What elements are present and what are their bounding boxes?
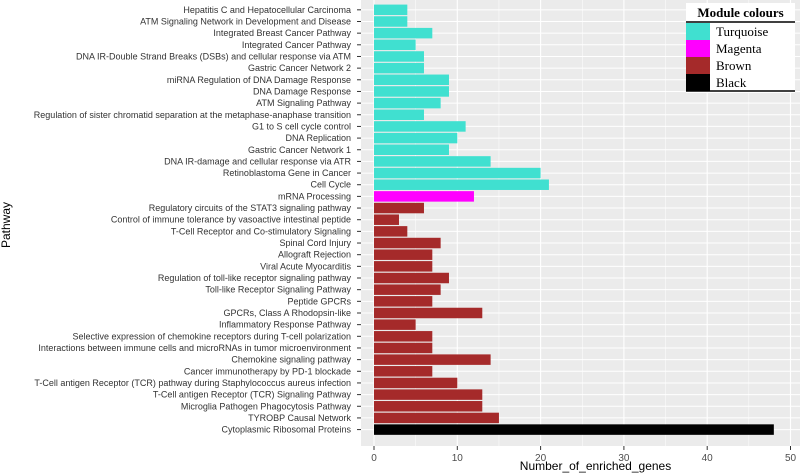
category-label: T-Cell antigen Receptor (TCR) pathway du… [34,378,351,388]
bar [374,319,416,330]
legend-key [686,40,710,57]
legend-label: Magenta [716,41,762,56]
bar [374,249,433,260]
category-label: DNA IR-damage and cellular response via … [164,156,351,166]
bar [374,39,416,51]
bar [374,296,433,307]
legend-items: Turquoise Magenta Brown Black [686,21,795,92]
category-label: Inflammatory Response Pathway [219,320,352,330]
category-label: Cell Cycle [310,180,351,190]
bar [374,342,433,354]
x-tick-label: 50 [785,453,797,464]
bar [374,412,499,424]
category-label: Gastric Cancer Network 1 [248,145,351,155]
x-tick-label: 0 [371,453,377,464]
category-label: DNA Damage Response [253,86,351,96]
category-label: Spinal Cord Injury [279,238,351,248]
bar [374,354,491,365]
bar [374,226,408,237]
category-label: T-Cell Receptor and Co-stimulatory Signa… [171,226,351,236]
bar [374,191,474,202]
category-label: miRNA Regulation of DNA Damage Response [167,75,351,85]
bar [374,4,408,16]
bar [374,401,483,412]
bar [374,237,441,249]
category-label: GPCRs, Class A Rhodopsin-like [223,308,351,318]
category-label: Control of immune tolerance by vasoactiv… [111,215,351,225]
bar [374,272,449,284]
x-axis-ticks: 0 10 20 30 40 50 [371,446,796,464]
category-label: G1 to S cell cycle control [252,121,351,131]
bar [374,109,424,121]
bar [374,16,408,27]
bar [374,331,433,342]
x-tick-label: 40 [702,453,714,464]
bar [374,261,433,272]
category-label: Regulatory circuits of the STAT3 signali… [149,203,352,213]
bar [374,424,774,435]
legend-key [686,74,710,91]
legend-key [686,23,710,40]
bar [374,377,458,389]
bar [374,167,541,179]
y-axis-title: Pathway [0,202,13,248]
bar [374,284,441,295]
bar [374,389,483,400]
category-label: Regulation of sister chromatid separatio… [34,110,351,120]
category-labels: Hepatitis C and Hepatocellular Carcinoma… [34,5,361,435]
bar [374,86,449,97]
category-label: DNA IR-Double Strand Breaks (DSBs) and c… [76,51,351,61]
category-label: Viral Acute Myocarditis [260,261,351,271]
bar [374,144,449,155]
category-label: DNA Replication [285,133,351,143]
bar [374,366,433,377]
category-label: Toll-like Receptor Signaling Pathway [205,285,351,295]
x-tick-label: 10 [452,453,464,464]
x-tick-label: 20 [535,453,547,464]
category-label: Integrated Breast Cancer Pathway [213,28,351,38]
category-label: Peptide GPCRs [287,296,351,306]
bar [374,132,458,144]
bar [374,27,433,39]
bar [374,307,483,319]
category-label: T-Cell antigen Receptor (TCR) Signaling … [153,390,352,400]
bar [374,156,491,167]
category-label: Regulation of toll-like receptor signali… [158,273,352,283]
category-label: Cancer immunotherapy by PD-1 blockade [184,366,351,376]
bar [374,214,399,225]
category-label: Interactions between immune cells and mi… [38,343,351,353]
bar [374,179,549,190]
bar [374,202,424,214]
category-label: Microglia Pathogen Phagocytosis Pathway [181,401,352,411]
bar [374,62,424,74]
legend-title: Module colours [697,5,783,20]
category-label: Hepatitis C and Hepatocellular Carcinoma [183,5,351,15]
category-label: Retinoblastoma Gene in Cancer [223,168,351,178]
legend: Module colours Turquoise Magenta Brown Blac… [686,3,795,93]
category-label: TYROBP Causal Network [248,413,351,423]
bars [374,4,774,435]
x-tick-label: 30 [618,453,630,464]
legend-label: Brown [716,58,752,73]
bar [374,97,441,109]
category-label: ATM Signaling Network in Development and… [140,16,351,26]
category-label: Chemokine signaling pathway [231,355,351,365]
x-axis-title: Number_of_enriched_genes [520,459,671,473]
legend-key [686,57,710,74]
bar [374,121,466,132]
category-label: Integrated Cancer Pathway [242,40,352,50]
legend-label: Black [716,75,747,90]
category-label: Selective expression of chemokine recept… [73,331,351,341]
category-label: mRNA Processing [278,191,351,201]
category-label: ATM Signaling Pathway [256,98,351,108]
category-label: Gastric Cancer Network 2 [248,63,351,73]
category-label: Cytoplasmic Ribosomal Proteins [221,425,351,435]
legend-label: Turquoise [716,24,768,39]
bar [374,74,449,86]
category-label: Allograft Rejection [278,250,351,260]
bar [374,51,424,62]
